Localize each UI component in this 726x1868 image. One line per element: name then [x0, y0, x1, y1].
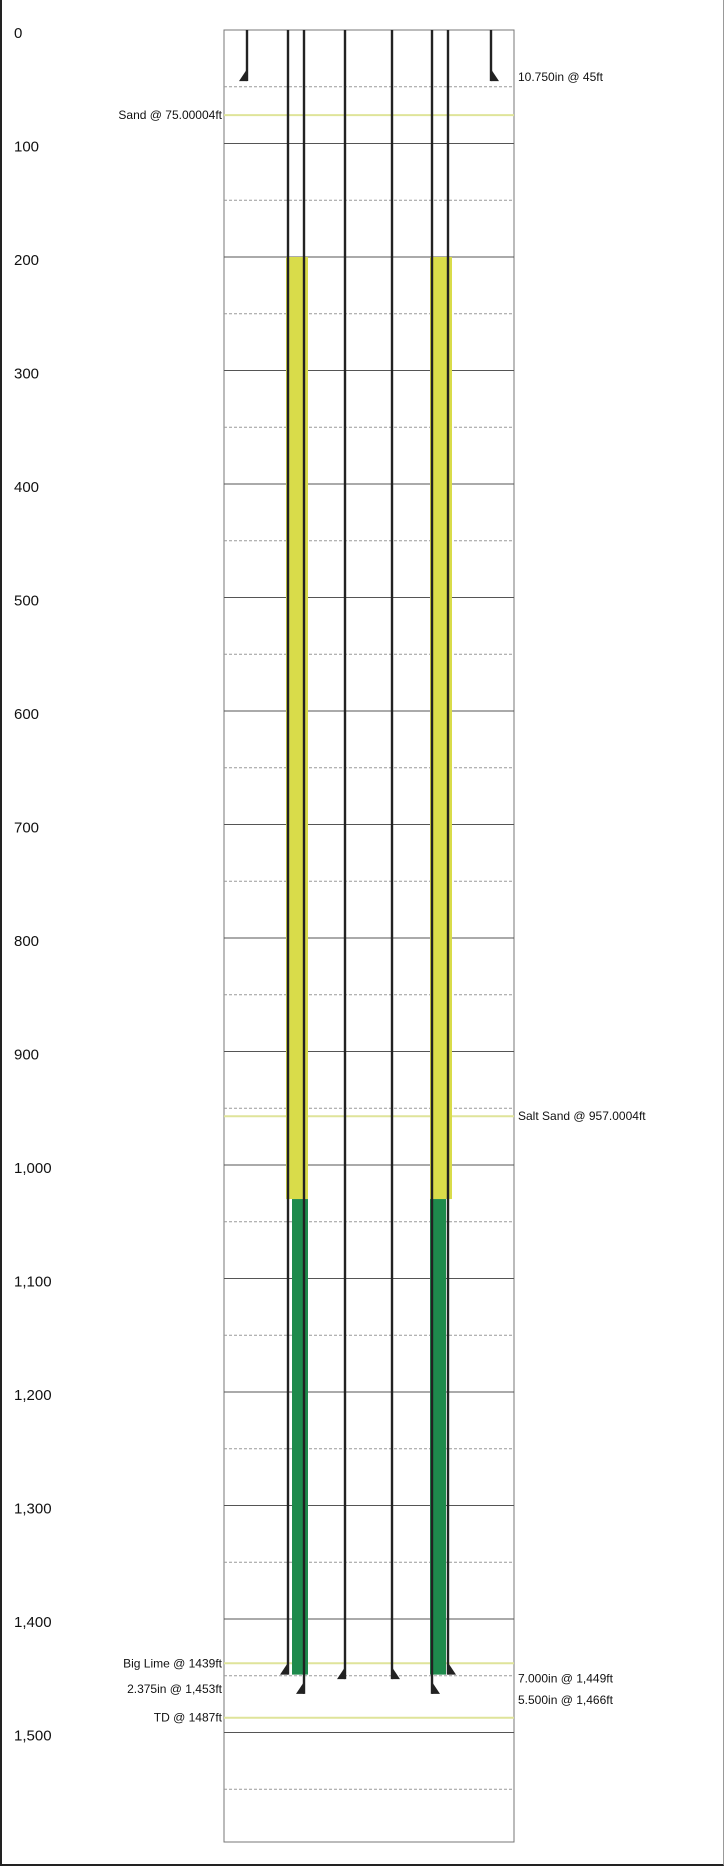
depth-tick-label: 1,400 — [14, 1614, 52, 1631]
left-annotation: 2.375in @ 1,453ft — [127, 1682, 223, 1696]
column-background — [223, 29, 515, 1843]
depth-tick-label: 100 — [14, 139, 39, 156]
depth-tick-label: 500 — [14, 593, 39, 610]
casing-shoe — [491, 69, 499, 82]
left-annotation: Big Lime @ 1439ft — [123, 1656, 223, 1670]
casing-shoe — [280, 1662, 288, 1675]
casing-shoe — [239, 69, 247, 82]
depth-tick-label: 200 — [14, 252, 39, 269]
depth-tick-label: 300 — [14, 366, 39, 383]
casing-shoe — [296, 1681, 304, 1694]
annotation-labels: Sand @ 75.00004ft Salt Sand @ 957.0004ft B… — [118, 70, 646, 1725]
casing-shoe — [448, 1662, 456, 1675]
casing-shoe — [432, 1681, 440, 1694]
depth-tick-label: 800 — [14, 933, 39, 950]
depth-tick-label: 1,000 — [14, 1160, 52, 1177]
right-annotation: 5.500in @ 1,466ft — [518, 1693, 614, 1707]
depth-tick-label: 400 — [14, 479, 39, 496]
casing-strings — [239, 30, 499, 1694]
depth-tick-label: 1,500 — [14, 1728, 52, 1745]
depth-axis-labels: 0 100 200 300 400 500 600 700 800 900 1,000 1,100 1,… — [14, 25, 52, 1745]
major-grid — [224, 143, 514, 1733]
cement-fill — [286, 257, 452, 1675]
depth-tick-label: 700 — [14, 820, 39, 837]
right-annotation: 7.000in @ 1,449ft — [518, 1672, 614, 1686]
depth-tick-label: 1,300 — [14, 1501, 52, 1518]
cement-left — [286, 257, 308, 1200]
minor-grid — [224, 86, 514, 1790]
depth-tick-label: 600 — [14, 706, 39, 723]
cement-left — [292, 1199, 308, 1675]
formation-markers — [224, 114, 514, 1719]
cement-right — [430, 257, 452, 1200]
depth-tick-label: 1,100 — [14, 1274, 52, 1291]
depth-tick-label: 900 — [14, 1047, 39, 1064]
left-annotation: TD @ 1487ft — [154, 1711, 223, 1725]
casing-shoe — [392, 1667, 400, 1680]
depth-tick-label: 0 — [14, 25, 22, 42]
depth-tick-label: 1,200 — [14, 1387, 52, 1404]
right-annotation: Salt Sand @ 957.0004ft — [518, 1109, 646, 1123]
casing-shoe — [337, 1667, 345, 1680]
cement-right — [430, 1199, 446, 1675]
left-annotation: Sand @ 75.00004ft — [118, 108, 222, 122]
right-annotation: 10.750in @ 45ft — [518, 70, 604, 84]
